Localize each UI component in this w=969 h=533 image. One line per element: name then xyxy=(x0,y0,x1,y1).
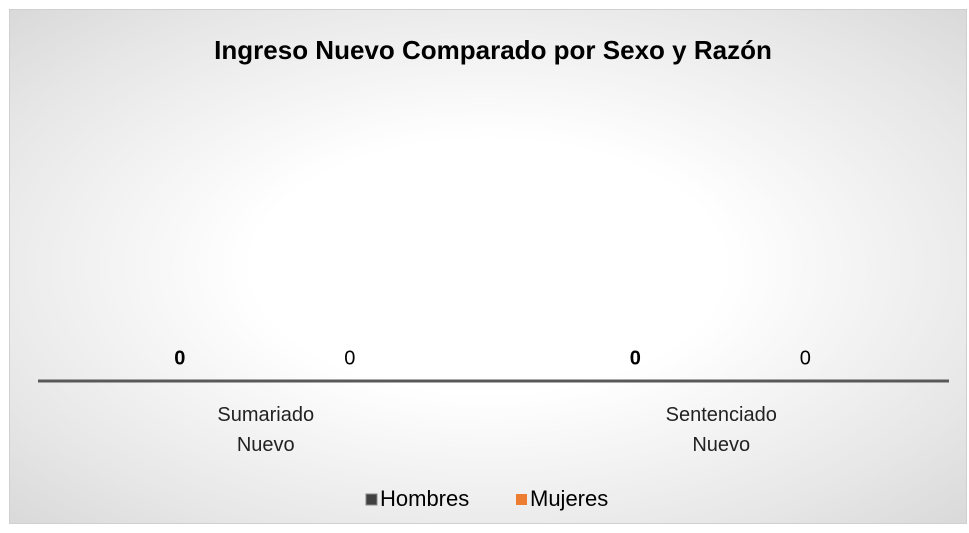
x-tick-label: Sentenciado Nuevo xyxy=(665,404,777,456)
legend-swatch xyxy=(516,494,527,505)
legend-label: Hombres xyxy=(380,486,469,511)
legend-label: Mujeres xyxy=(530,486,608,511)
legend-swatch xyxy=(365,493,378,506)
data-label: 0 xyxy=(630,347,641,369)
data-label: 0 xyxy=(800,347,811,369)
data-label: 0 xyxy=(174,347,185,369)
x-tick-label: Sumariado Nuevo xyxy=(217,404,315,456)
data-label: 0 xyxy=(344,347,355,369)
chart-title: Ingreso Nuevo Comparado por Sexo y Razón xyxy=(214,35,772,65)
chart-area xyxy=(9,9,967,524)
